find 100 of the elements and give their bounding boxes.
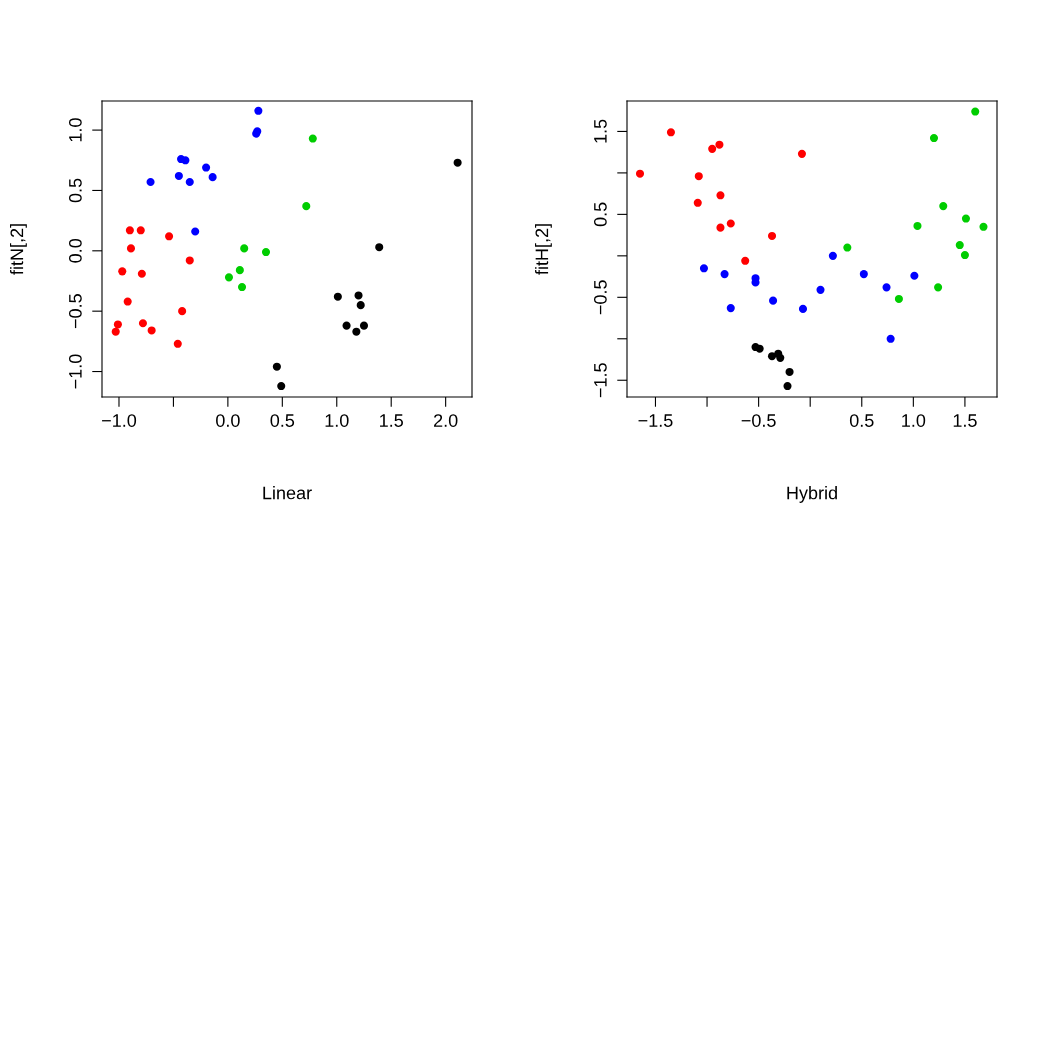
point bbox=[715, 140, 724, 149]
point bbox=[828, 251, 837, 260]
point bbox=[716, 223, 725, 232]
point bbox=[720, 270, 729, 279]
point bbox=[741, 256, 750, 265]
point bbox=[240, 244, 249, 253]
point bbox=[147, 326, 156, 335]
point bbox=[882, 283, 891, 292]
point bbox=[726, 219, 735, 228]
point bbox=[146, 177, 155, 187]
x-tick-label: 1.5 bbox=[953, 414, 977, 427]
point bbox=[635, 169, 645, 178]
point bbox=[797, 149, 806, 158]
point bbox=[843, 243, 852, 252]
point bbox=[785, 367, 794, 376]
point bbox=[354, 291, 363, 300]
point bbox=[191, 227, 200, 236]
point bbox=[235, 266, 244, 275]
point bbox=[769, 296, 778, 305]
point bbox=[136, 226, 145, 235]
point bbox=[202, 163, 211, 172]
point bbox=[126, 244, 136, 253]
point bbox=[708, 144, 717, 153]
point bbox=[237, 282, 247, 292]
point bbox=[666, 128, 675, 137]
point bbox=[277, 381, 286, 391]
point bbox=[934, 283, 943, 292]
point bbox=[816, 285, 825, 294]
point bbox=[208, 173, 217, 182]
y-tick-label: 0.0 bbox=[68, 238, 82, 263]
point bbox=[308, 134, 317, 143]
point bbox=[755, 344, 764, 353]
x-tick-label: 1.0 bbox=[325, 414, 349, 427]
point bbox=[693, 198, 702, 207]
point bbox=[113, 320, 122, 329]
point bbox=[979, 222, 988, 231]
point bbox=[767, 352, 777, 361]
point bbox=[137, 269, 146, 278]
x-tick-label: 0.0 bbox=[216, 414, 240, 427]
y-tick-label: 0.5 bbox=[593, 202, 607, 227]
point bbox=[767, 231, 777, 240]
point bbox=[894, 294, 903, 304]
point bbox=[859, 270, 868, 279]
point bbox=[272, 362, 281, 371]
point bbox=[178, 307, 187, 316]
x-tick-label: 1.5 bbox=[380, 414, 403, 427]
point bbox=[302, 202, 311, 211]
x-axis-title: Hybrid bbox=[787, 486, 837, 503]
point bbox=[955, 241, 964, 250]
point bbox=[261, 247, 271, 257]
point bbox=[716, 191, 725, 200]
x-tick-label: 0.5 bbox=[270, 414, 295, 427]
y-tick-label: −1.5 bbox=[594, 363, 607, 398]
point bbox=[224, 273, 234, 282]
point bbox=[699, 264, 708, 273]
y-tick-label: 1.5 bbox=[594, 119, 607, 143]
point bbox=[181, 156, 190, 165]
point bbox=[783, 382, 792, 391]
x-axis-title: Linear bbox=[263, 486, 312, 500]
y-tick-label: 1.0 bbox=[68, 118, 82, 142]
point bbox=[185, 177, 194, 187]
point bbox=[165, 232, 174, 241]
point bbox=[111, 327, 120, 336]
x-tick-label: 0.5 bbox=[849, 414, 874, 427]
y-axis-title: fitN[,2] bbox=[10, 224, 27, 275]
point bbox=[185, 256, 194, 265]
point bbox=[174, 171, 183, 181]
point bbox=[726, 304, 735, 313]
point bbox=[776, 353, 785, 362]
point bbox=[254, 106, 263, 115]
y-tick-label: −0.5 bbox=[68, 294, 82, 329]
point bbox=[798, 304, 808, 313]
point bbox=[138, 319, 147, 328]
point bbox=[173, 339, 182, 348]
point bbox=[118, 267, 127, 276]
point bbox=[971, 107, 980, 116]
y-tick-label: 0.5 bbox=[68, 178, 82, 203]
point bbox=[913, 221, 922, 231]
point bbox=[694, 172, 703, 181]
x-tick-label: −1.0 bbox=[102, 414, 137, 427]
point bbox=[961, 214, 970, 223]
point bbox=[929, 134, 939, 143]
x-tick-label: 1.0 bbox=[902, 414, 926, 427]
point bbox=[359, 321, 369, 330]
point bbox=[342, 321, 351, 330]
point bbox=[939, 202, 948, 211]
x-tick-label: 2.0 bbox=[434, 414, 458, 427]
point bbox=[123, 297, 132, 306]
y-tick-label: −0.5 bbox=[593, 280, 607, 315]
x-tick-label: −0.5 bbox=[741, 414, 776, 427]
point bbox=[125, 226, 134, 235]
y-tick-label: −1.0 bbox=[68, 354, 82, 389]
x-tick-label: −1.5 bbox=[638, 414, 673, 427]
point bbox=[333, 292, 342, 301]
point bbox=[886, 334, 895, 343]
point bbox=[352, 327, 361, 336]
point bbox=[960, 250, 969, 260]
point bbox=[356, 301, 365, 310]
point bbox=[375, 243, 384, 252]
point bbox=[910, 271, 919, 280]
